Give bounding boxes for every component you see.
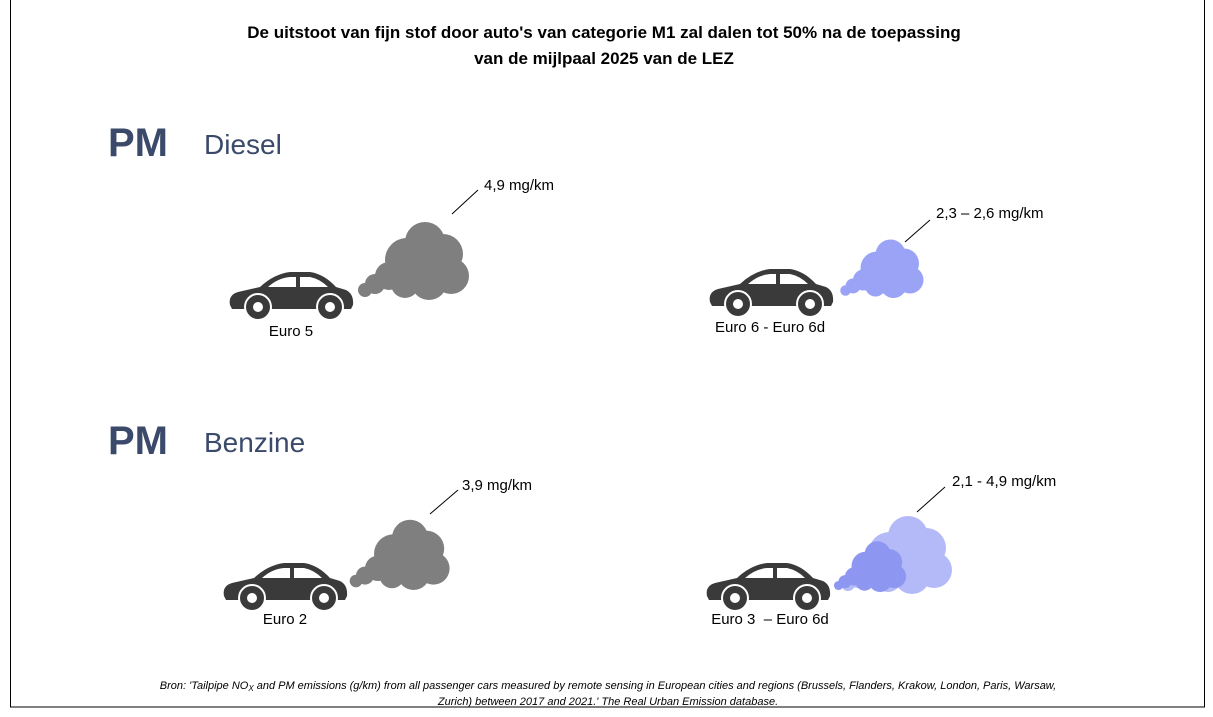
car: [228, 271, 355, 321]
leader-line: [916, 486, 946, 513]
source: Bron: 'Tailpipe NOX and PM emissions (g/…: [160, 680, 1056, 693]
source-text: Bron: 'Tailpipe NO: [160, 680, 249, 692]
section-subheading: Diesel: [204, 129, 282, 160]
section-heading: PM: [108, 121, 168, 165]
car-label: Euro 5: [269, 323, 313, 340]
car: [705, 562, 832, 612]
smoke-cloud: [358, 222, 469, 300]
section-subheading: Benzine: [204, 427, 305, 458]
emission-label: 3,9 mg/km: [462, 477, 532, 494]
car-label: Euro 6 - Euro 6d: [715, 319, 825, 336]
smoke-cloud: [349, 519, 450, 590]
source-subscript: X: [247, 684, 254, 693]
smoke-cloud: [840, 239, 924, 298]
car: [708, 268, 835, 318]
car: [222, 562, 349, 612]
car-label: Euro 2: [263, 611, 307, 628]
emission-label: 2,1 - 4,9 mg/km: [952, 473, 1056, 490]
frame: [10, 0, 1205, 708]
title-line: van de mijlpaal 2025 van de LEZ: [474, 49, 734, 68]
car-label: Euro 3 – Euro 6d: [711, 611, 829, 628]
source: Zurich) between 2017 and 2021.' The Real…: [437, 696, 778, 708]
leader-line: [451, 189, 479, 215]
section-heading: PM: [108, 419, 168, 463]
emission-label: 2,3 – 2,6 mg/km: [936, 205, 1044, 222]
title-line: De uitstoot van fijn stof door auto's va…: [247, 23, 960, 42]
source-text: and PM emissions (g/km) from all passeng…: [254, 680, 1057, 692]
emission-label: 4,9 mg/km: [484, 177, 554, 194]
leader-line: [429, 489, 459, 515]
leader-line: [904, 219, 931, 243]
